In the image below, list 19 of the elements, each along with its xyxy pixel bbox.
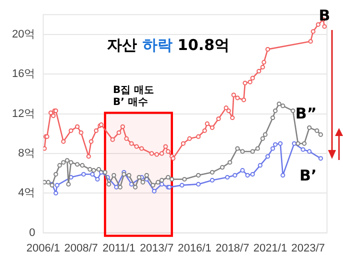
x-tick-label: 2011/1 <box>102 242 136 254</box>
x-tick-label: 2023/7 <box>291 242 325 254</box>
x-tick-label: 2013/7 <box>140 242 174 254</box>
x-tick-label: 2008/7 <box>64 242 98 254</box>
series-label: B’ <box>300 166 317 184</box>
x-tick-label: 2018/7 <box>216 242 250 254</box>
x-tick-label: 2006/1 <box>26 242 60 254</box>
y-tick-label: 16억 <box>12 68 36 80</box>
text: 자산 하락 10.8억 <box>107 36 230 54</box>
series-label: B” <box>295 104 317 122</box>
y-tick-label: 0 <box>29 226 36 239</box>
y-tick-label: 8억 <box>18 147 36 160</box>
series-label: B <box>318 6 330 24</box>
y-tick-label: 4억 <box>18 187 36 200</box>
band-label: B집 매도 B’ 매수 <box>113 84 154 108</box>
y-tick-label: 20억 <box>12 28 36 40</box>
y-tick-label: 12억 <box>12 108 36 120</box>
x-tick-label: 2021/1 <box>253 242 288 254</box>
x-tick-label: 2016/1 <box>178 242 212 254</box>
